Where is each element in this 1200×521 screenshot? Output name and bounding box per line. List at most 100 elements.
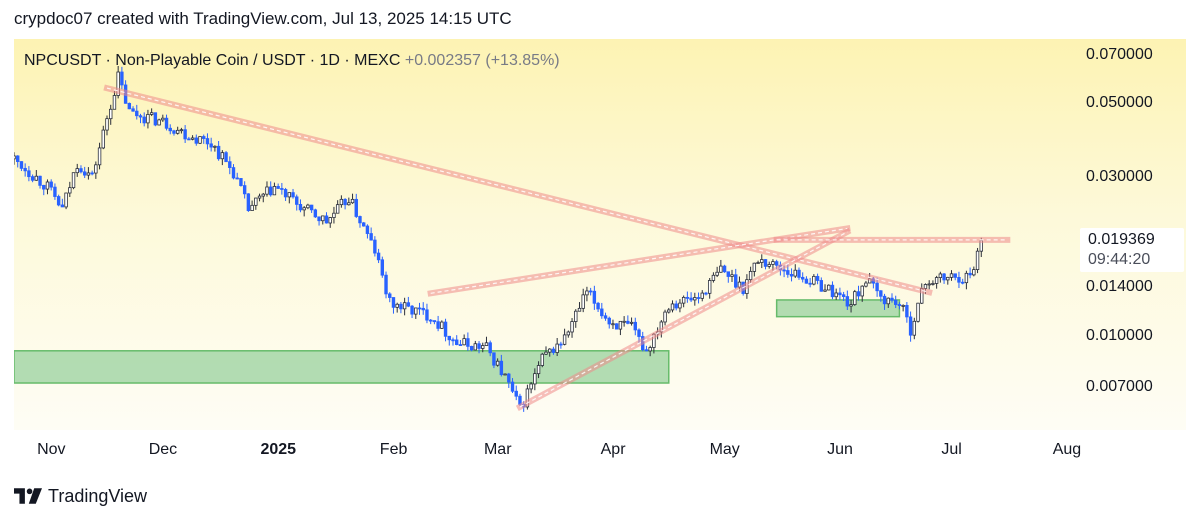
candle-body [302, 207, 306, 211]
candle [298, 199, 303, 213]
candle-body [812, 275, 816, 285]
candle-body [112, 95, 117, 110]
candle [75, 163, 79, 177]
candle-body [380, 259, 385, 276]
candlestick-chart[interactable] [14, 39, 1078, 430]
candle [678, 299, 682, 313]
candle [763, 259, 768, 270]
price-tick-label: 0.070000 [1086, 45, 1153, 63]
candle [734, 268, 738, 289]
candle-body [30, 176, 35, 181]
candle [916, 302, 920, 323]
candle [14, 152, 16, 165]
candle [168, 124, 172, 135]
candle-body [287, 192, 292, 198]
candle [752, 262, 757, 277]
candle-body [689, 297, 693, 301]
candle [27, 166, 31, 182]
candle [64, 192, 68, 210]
candle-body [756, 262, 760, 264]
candle [332, 206, 336, 224]
candle-body [109, 108, 113, 120]
demand-zones [14, 299, 901, 384]
candle [797, 267, 801, 280]
candle-body [246, 193, 251, 211]
candle [715, 266, 719, 278]
candle-body [250, 204, 254, 211]
candle [603, 312, 608, 321]
candle [205, 133, 210, 150]
candle [663, 309, 667, 326]
candle-body [138, 115, 143, 118]
candle-body [116, 71, 120, 96]
candle-body [544, 351, 548, 355]
candle [968, 267, 972, 279]
candle-body [596, 302, 600, 310]
time-tick-label: Aug [1052, 441, 1082, 458]
candle [756, 260, 760, 264]
candle-body [280, 188, 284, 190]
candle-body [432, 320, 437, 323]
support-zone-1 [14, 350, 670, 384]
candle [309, 204, 314, 213]
candle [291, 188, 295, 199]
candle-body [79, 168, 83, 173]
candle-body [726, 271, 730, 277]
candle-body [629, 321, 634, 324]
candle [350, 193, 355, 204]
candle [562, 328, 567, 346]
candle [905, 302, 909, 323]
candle [362, 221, 366, 227]
candle [79, 165, 83, 174]
candle-body [704, 292, 708, 295]
candle-body [730, 274, 734, 277]
candle [276, 183, 280, 189]
candle [86, 167, 91, 180]
candle-body [964, 272, 969, 284]
candle [964, 270, 969, 290]
candle-body [313, 209, 318, 218]
time-tick-label: Jul [941, 441, 962, 458]
candle [495, 358, 500, 367]
candle-body [972, 269, 976, 276]
candle [566, 330, 571, 338]
trendlines [103, 84, 1011, 412]
candle-body [823, 289, 827, 292]
candle-body [224, 152, 228, 163]
candles [14, 66, 983, 412]
candle-body [68, 187, 72, 194]
candle-body [797, 269, 801, 278]
candle-body [548, 348, 552, 353]
candle-body [540, 353, 544, 366]
candle-body [105, 118, 109, 131]
candle [626, 315, 630, 325]
candle [268, 181, 273, 197]
candle [228, 156, 232, 175]
candle [514, 385, 518, 401]
candle [696, 292, 701, 304]
candle [812, 274, 816, 286]
candle-body [194, 137, 198, 144]
chart-area[interactable]: NPCUSDT · Non-Playable Coin / USDT · 1D … [14, 39, 1186, 468]
candle [934, 275, 939, 289]
candle-body [473, 343, 478, 351]
candle [440, 320, 444, 329]
brand[interactable]: TradingView [14, 485, 147, 507]
candle-body [317, 216, 321, 222]
price-tick-label: 0.030000 [1086, 167, 1153, 185]
candle [469, 345, 474, 352]
candle-body [834, 292, 838, 298]
candle [949, 270, 954, 281]
candle [458, 339, 463, 346]
candle [313, 208, 318, 219]
candle-body [942, 273, 946, 281]
candle [815, 273, 820, 285]
candle [581, 288, 585, 313]
candle [894, 295, 898, 309]
time-tick-label: Feb [379, 441, 408, 458]
candle [101, 125, 105, 150]
candle-body [283, 189, 288, 198]
candle-body [458, 344, 463, 346]
candle [406, 296, 411, 308]
support-zone-2 [775, 299, 901, 318]
